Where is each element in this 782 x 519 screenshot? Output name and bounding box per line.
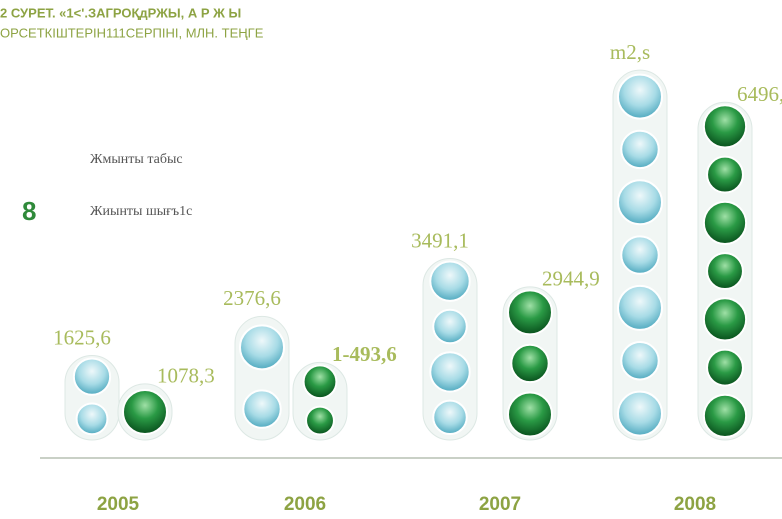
bubble [617, 284, 663, 331]
x-tick-label: 2006 [284, 494, 326, 515]
bubble [617, 390, 663, 437]
annotation: 8 [22, 196, 36, 226]
bubble [617, 179, 663, 226]
bubble-column [502, 286, 558, 441]
value-label: m2,s [610, 40, 650, 64]
bubble [72, 357, 112, 396]
bubble-column [117, 383, 173, 441]
bubble [239, 324, 285, 371]
bubble [702, 297, 748, 342]
bubble [429, 260, 471, 302]
chart-subtitle: ОРСЕТКIШТЕРIН111СЕРПIНI, МЛН. ТЕҢГЕ [0, 25, 264, 40]
bubble-column [64, 354, 120, 441]
bubble [620, 129, 660, 170]
value-label: 2376,6 [223, 286, 281, 310]
bubble [702, 200, 748, 245]
bubble [122, 388, 168, 435]
bubble [702, 104, 748, 149]
bubble [302, 364, 338, 400]
bubble-column [422, 257, 478, 441]
x-tick-label: 2007 [479, 494, 521, 515]
bubble [702, 393, 748, 439]
value-label: 1078,3 [157, 364, 215, 388]
x-tick-label: 2008 [674, 494, 716, 515]
bubble [429, 351, 471, 393]
bubble [706, 252, 744, 291]
bubble [432, 399, 468, 436]
value-label: 6496,1 [737, 82, 782, 106]
bubble-column [612, 69, 668, 441]
bubble-column [234, 315, 290, 441]
bubble [617, 73, 663, 120]
legend-label: Жиынты шығъ1с [90, 204, 192, 219]
bubble [432, 308, 468, 345]
bubble-column [292, 361, 348, 441]
x-tick-label: 2005 [97, 494, 140, 515]
bubble-column [697, 101, 753, 441]
bubble [507, 391, 553, 438]
bubble [620, 235, 660, 275]
bubble [706, 155, 744, 194]
bubble [507, 289, 553, 336]
column-frame [422, 257, 478, 441]
bubble [706, 348, 744, 387]
value-label: 1625,6 [53, 325, 111, 349]
value-label: 1-493,6 [332, 342, 397, 366]
legend-label: Жмынты табыс [90, 152, 183, 167]
bubble [305, 405, 335, 436]
bubble [75, 402, 109, 436]
bubble [510, 343, 550, 384]
bubble [242, 389, 282, 429]
bubble [620, 341, 660, 381]
value-label: 2944,9 [542, 267, 600, 291]
chart-title: 2 СУРЕТ. «1<'.ЗАГРОҚдРЖЫ, А Р Ж Ы [0, 5, 241, 20]
value-label: 3491,1 [411, 228, 469, 252]
